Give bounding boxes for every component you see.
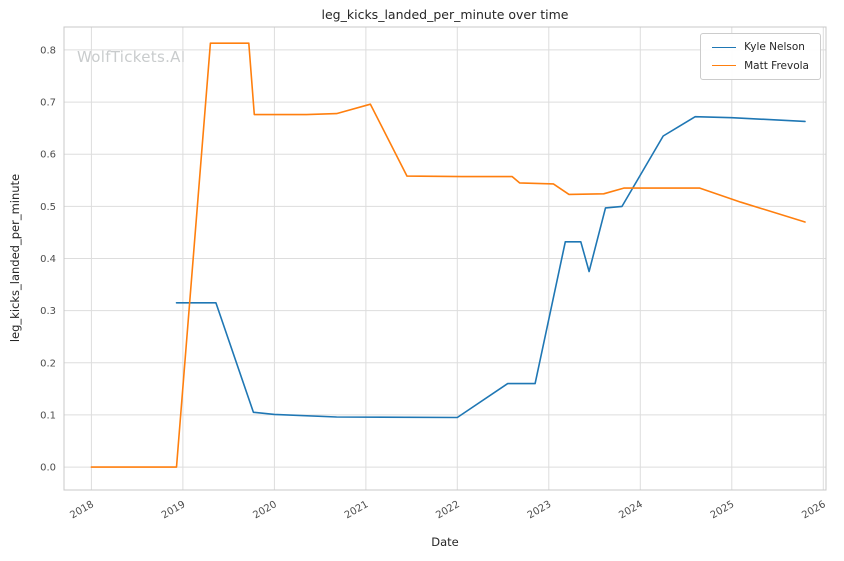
legend-line-swatch-matt-frevola — [712, 65, 737, 67]
plot-border — [63, 26, 827, 491]
y-tick-label: 0.0 — [40, 463, 56, 474]
legend-item-kyle-nelson: Kyle Nelson — [712, 42, 809, 53]
y-tick-label: 0.3 — [40, 306, 56, 317]
chart-title: leg_kicks_landed_per_minute over time — [321, 7, 569, 22]
x-tick-label: 2023 — [526, 499, 554, 521]
y-tick-label: 0.6 — [40, 150, 56, 161]
legend-item-matt-frevola: Matt Frevola — [712, 59, 809, 72]
y-tick-label: 0.7 — [40, 98, 56, 109]
y-tick-label: 0.2 — [40, 358, 56, 369]
watermark: WolfTickets.AI — [77, 48, 186, 66]
legend-label: Matt Frevola — [744, 59, 809, 72]
x-tick-label: 2024 — [617, 499, 645, 521]
x-tick-label: 2018 — [68, 499, 96, 521]
x-tick-label: 2026 — [800, 499, 828, 521]
series-line-matt-frevola — [90, 42, 806, 468]
y-tick-label: 0.1 — [40, 410, 56, 421]
legend: Kyle Nelson Matt Frevola — [700, 33, 821, 80]
y-tick-label: 0.5 — [40, 202, 56, 213]
x-tick-label: 2021 — [343, 499, 371, 521]
x-tick-label: 2020 — [251, 499, 279, 521]
legend-label: Kyle Nelson — [744, 41, 805, 53]
x-tick-label: 2019 — [160, 499, 188, 521]
x-tick-label: 2025 — [709, 499, 737, 521]
legend-line-swatch-kyle-nelson — [712, 46, 737, 48]
y-tick-label: 0.8 — [40, 45, 56, 56]
y-tick-label: 0.4 — [40, 254, 56, 265]
x-tick-label: 2022 — [434, 499, 462, 521]
series-line-kyle-nelson — [175, 115, 806, 419]
x-axis-label: Date — [431, 535, 459, 549]
